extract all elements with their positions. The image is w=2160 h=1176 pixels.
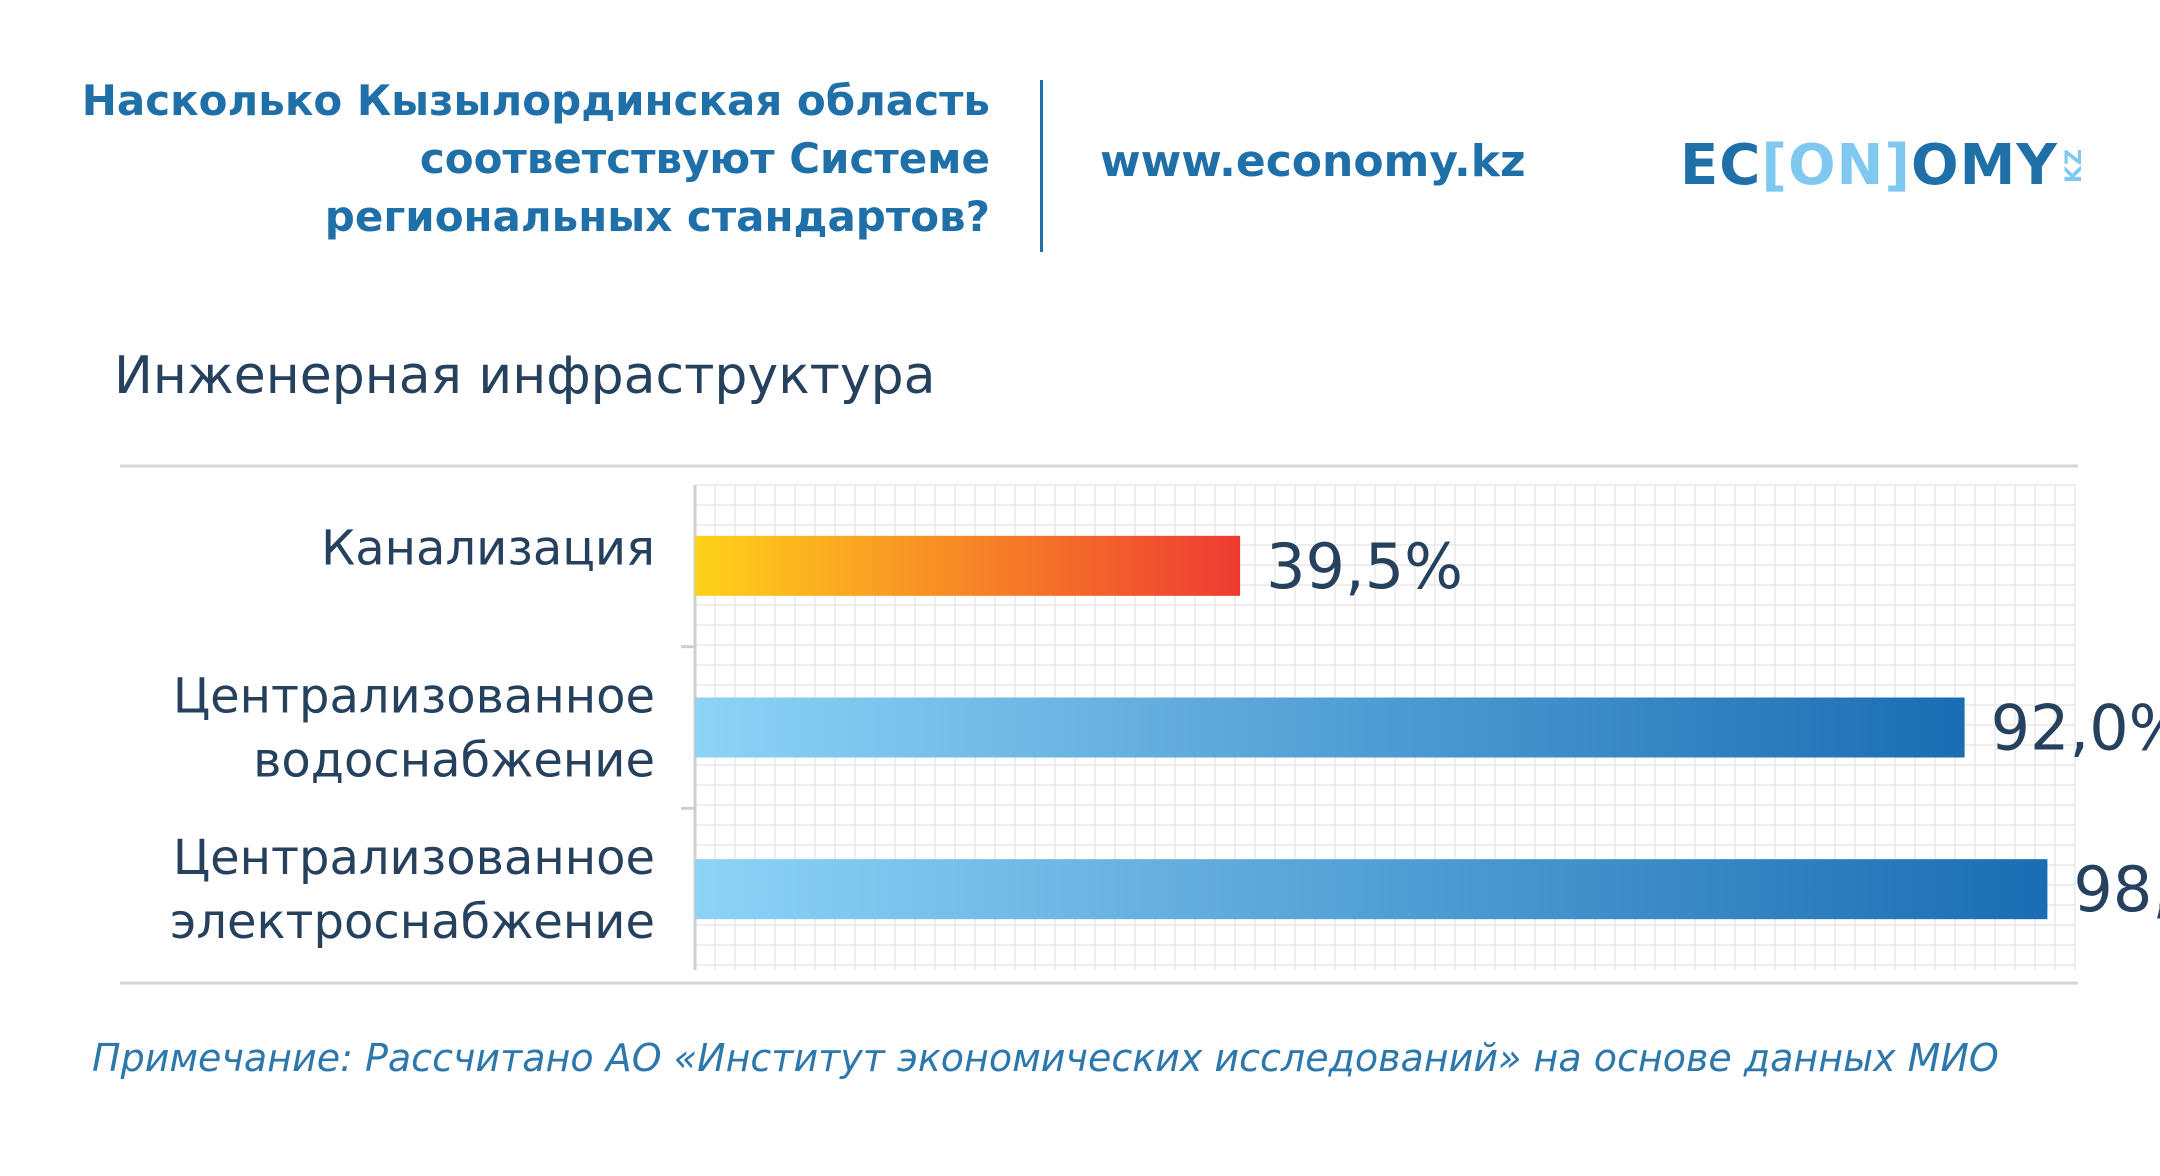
value-label-1: 92,0% [1991,692,2160,765]
website-link[interactable]: www.economy.kz [1100,136,1526,187]
bar-0 [695,535,1241,596]
chart-labels: 39,5% Канализация 92,0% Централизованное вод… [170,521,2160,950]
header-title: Насколько Кызылординская область соответ… [82,72,990,246]
logo-part-on: [ON] [1761,132,1912,198]
value-label-0: 39,5% [1266,530,1463,603]
footnote: Примечание: Рассчитано АО «Институт экон… [92,1036,1999,1080]
value-label-2: 98,0% [2073,853,2160,926]
header-divider [1040,80,1043,252]
bar-2 [695,859,2048,920]
header-title-line-3: региональных стандартов? [324,192,990,241]
logo-part-ec: EC [1680,132,1762,198]
brand-logo: EC [ON] OMY KZ [1680,132,2087,198]
logo-part-omy: OMY [1911,132,2058,198]
category-label-1-line-1: водоснабжение [253,732,655,788]
category-label-2-line-1: электроснабжение [170,894,655,950]
header-title-line-2: соответствуют Системе [419,134,990,183]
category-label-2-line-0: Централизованное [173,830,655,886]
category-label-0-line-0: Канализация [321,521,655,577]
header-title-line-1: Насколько Кызылординская область [81,76,990,125]
chart-title: Инженерная инфраструктура [114,346,936,406]
category-label-1-line-0: Централизованное [173,668,655,724]
bar-1 [695,697,1965,758]
chart-bars [695,535,2048,920]
bar-chart: 39,5% Канализация 92,0% Централизованное вод… [120,464,2160,985]
